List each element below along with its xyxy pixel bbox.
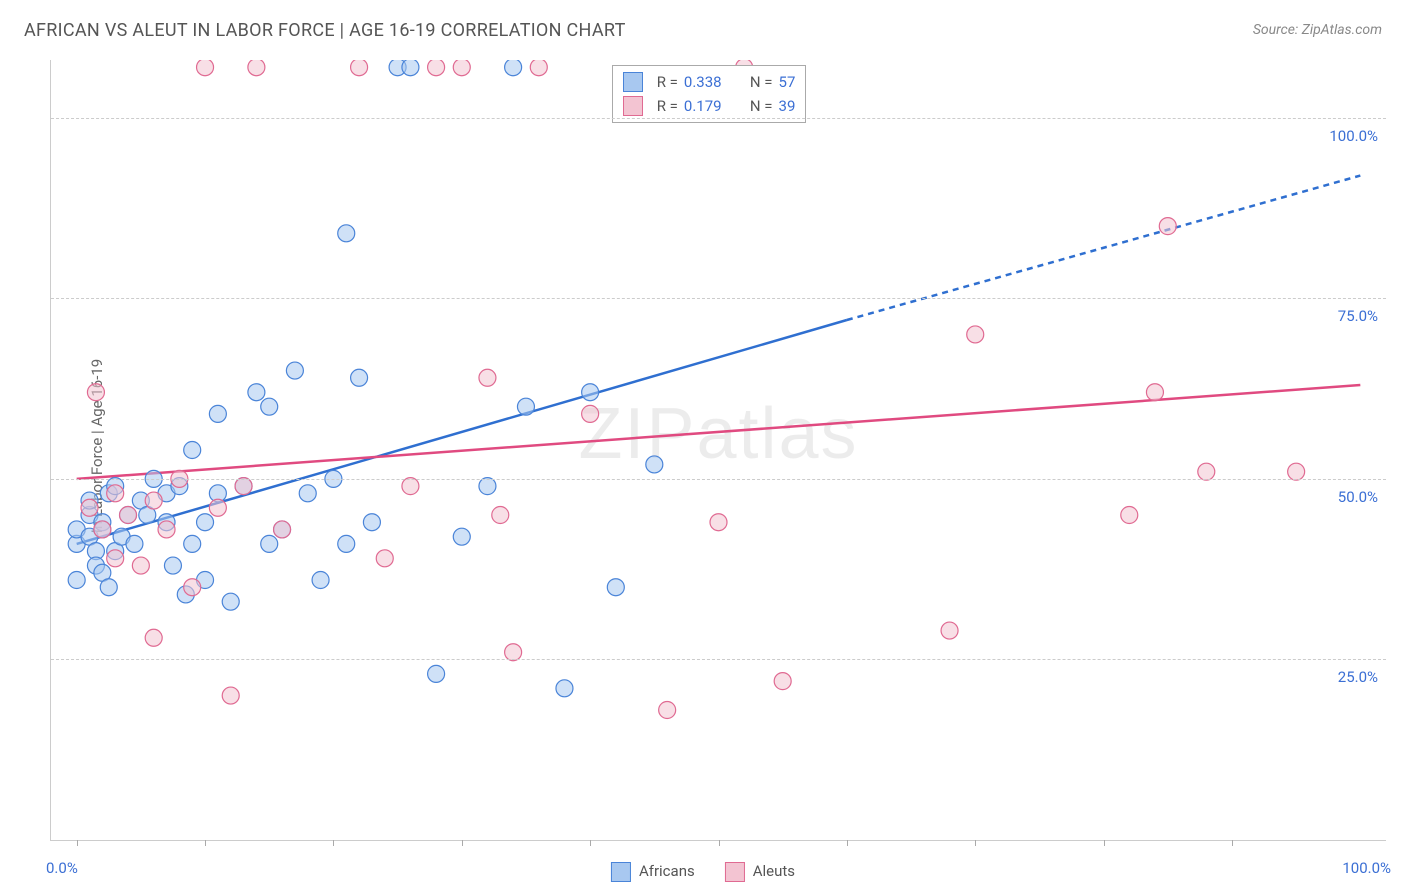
r-value: 0.338 — [684, 73, 734, 91]
correlation-legend-row: R = 0.338 N = 57 — [623, 70, 796, 94]
x-tick-mark — [847, 840, 848, 846]
correlation-legend-row: R = 0.179 N = 39 — [623, 94, 796, 118]
scatter-plot — [51, 60, 1386, 840]
correlation-legend: R = 0.338 N = 57 R = 0.179 N = 39 — [612, 65, 807, 123]
gridline — [51, 118, 1386, 119]
source-label: Source: ZipAtlas.com — [1253, 22, 1382, 38]
y-tick-label: 100.0% — [1329, 127, 1378, 145]
chart-area: ZIPatlas R =0.338N =57R =0.179N =39 25.0… — [50, 60, 1386, 841]
r-value: 0.179 — [684, 97, 734, 115]
r-label: R = — [657, 73, 678, 91]
gridline — [51, 659, 1386, 660]
x-tick-mark — [1232, 840, 1233, 846]
n-value: 39 — [779, 97, 796, 115]
page-title: AFRICAN VS ALEUT IN LABOR FORCE | AGE 16… — [24, 20, 626, 41]
legend-swatch — [725, 862, 745, 882]
r-label: R = — [657, 97, 678, 115]
n-label: N = — [750, 97, 773, 115]
n-label: N = — [750, 73, 773, 91]
legend-swatch — [611, 862, 631, 882]
n-value: 57 — [779, 73, 796, 91]
series-legend: Africans Aleuts — [611, 862, 795, 882]
x-axis-max-label: 100.0% — [1342, 859, 1391, 877]
legend-swatch — [623, 96, 643, 116]
y-tick-label: 25.0% — [1338, 668, 1378, 686]
x-tick-mark — [719, 840, 720, 846]
x-tick-mark — [462, 840, 463, 846]
legend-label: Africans — [639, 862, 695, 880]
x-axis-min-label: 0.0% — [46, 859, 78, 877]
legend-item: Aleuts — [725, 862, 795, 882]
x-tick-mark — [333, 840, 334, 846]
legend-swatch — [623, 72, 643, 92]
y-tick-label: 75.0% — [1338, 307, 1378, 325]
x-tick-mark — [975, 840, 976, 846]
x-tick-mark — [1104, 840, 1105, 846]
x-tick-mark — [590, 840, 591, 846]
x-tick-mark — [205, 840, 206, 846]
y-tick-label: 50.0% — [1338, 488, 1378, 506]
gridline — [51, 479, 1386, 480]
legend-item: Africans — [611, 862, 695, 882]
gridline — [51, 298, 1386, 299]
x-tick-mark — [77, 840, 78, 846]
legend-label: Aleuts — [753, 862, 795, 880]
